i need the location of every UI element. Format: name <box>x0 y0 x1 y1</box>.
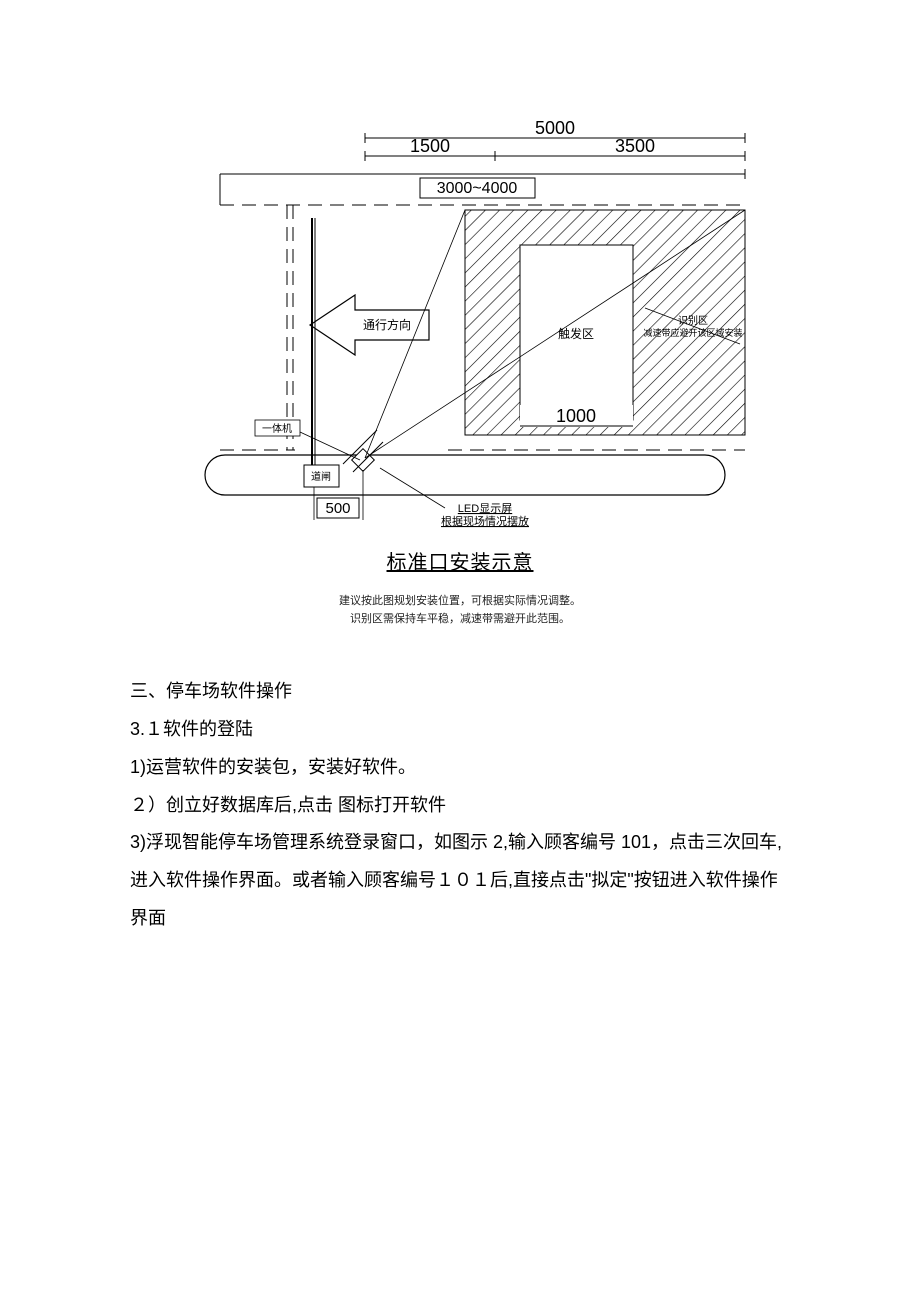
label-machine: 一体机 <box>262 422 292 435</box>
paragraph-1: 1)运营软件的安装包，安装好软件。 <box>130 749 790 787</box>
dim-500: 500 <box>325 500 350 517</box>
heading-section-3: 三、停车场软件操作 <box>130 673 790 711</box>
paragraph-2: ２）创立好数据库后,点击 图标打开软件 <box>130 787 790 825</box>
note-line-2: 识别区需保持车平稳，减速带需避开此范围。 <box>165 611 755 629</box>
label-led-1: LED显示屏 <box>458 502 512 515</box>
heading-3-1: 3.１软件的登陆 <box>130 711 790 749</box>
label-recog-1: 识别区 <box>678 315 708 327</box>
diagram-svg: 5000 1500 3500 3000~4000 触发区 识别区 减速带应避开该… <box>165 120 755 540</box>
diagram-notes: 建议按此图规划安装位置，可根据实际情况调整。 识别区需保持车平稳，减速带需避开此… <box>165 593 755 628</box>
installation-diagram: 5000 1500 3500 3000~4000 触发区 识别区 减速带应避开该… <box>165 120 755 628</box>
dim-1000: 1000 <box>556 406 596 426</box>
label-direction: 通行方向 <box>363 317 411 332</box>
paragraph-3: 3)浮现智能停车场管理系统登录窗口，如图示 2,输入顾客编号 101，点击三次回… <box>130 824 790 937</box>
dim-1500: 1500 <box>410 136 450 156</box>
dim-3000-4000: 3000~4000 <box>437 180 518 197</box>
label-recog-2: 减速带应避开该区域安装 <box>643 327 742 338</box>
note-line-1: 建议按此图规划安装位置，可根据实际情况调整。 <box>165 593 755 611</box>
label-led-2: 根据现场情况摆放 <box>441 514 529 528</box>
dim-3500: 3500 <box>615 136 655 156</box>
document-body: 三、停车场软件操作 3.１软件的登陆 1)运营软件的安装包，安装好软件。 ２）创… <box>130 673 790 938</box>
label-gate: 道闸 <box>311 470 331 483</box>
dim-5000: 5000 <box>535 120 575 138</box>
diagram-title: 标准口安装示意 <box>165 546 755 575</box>
